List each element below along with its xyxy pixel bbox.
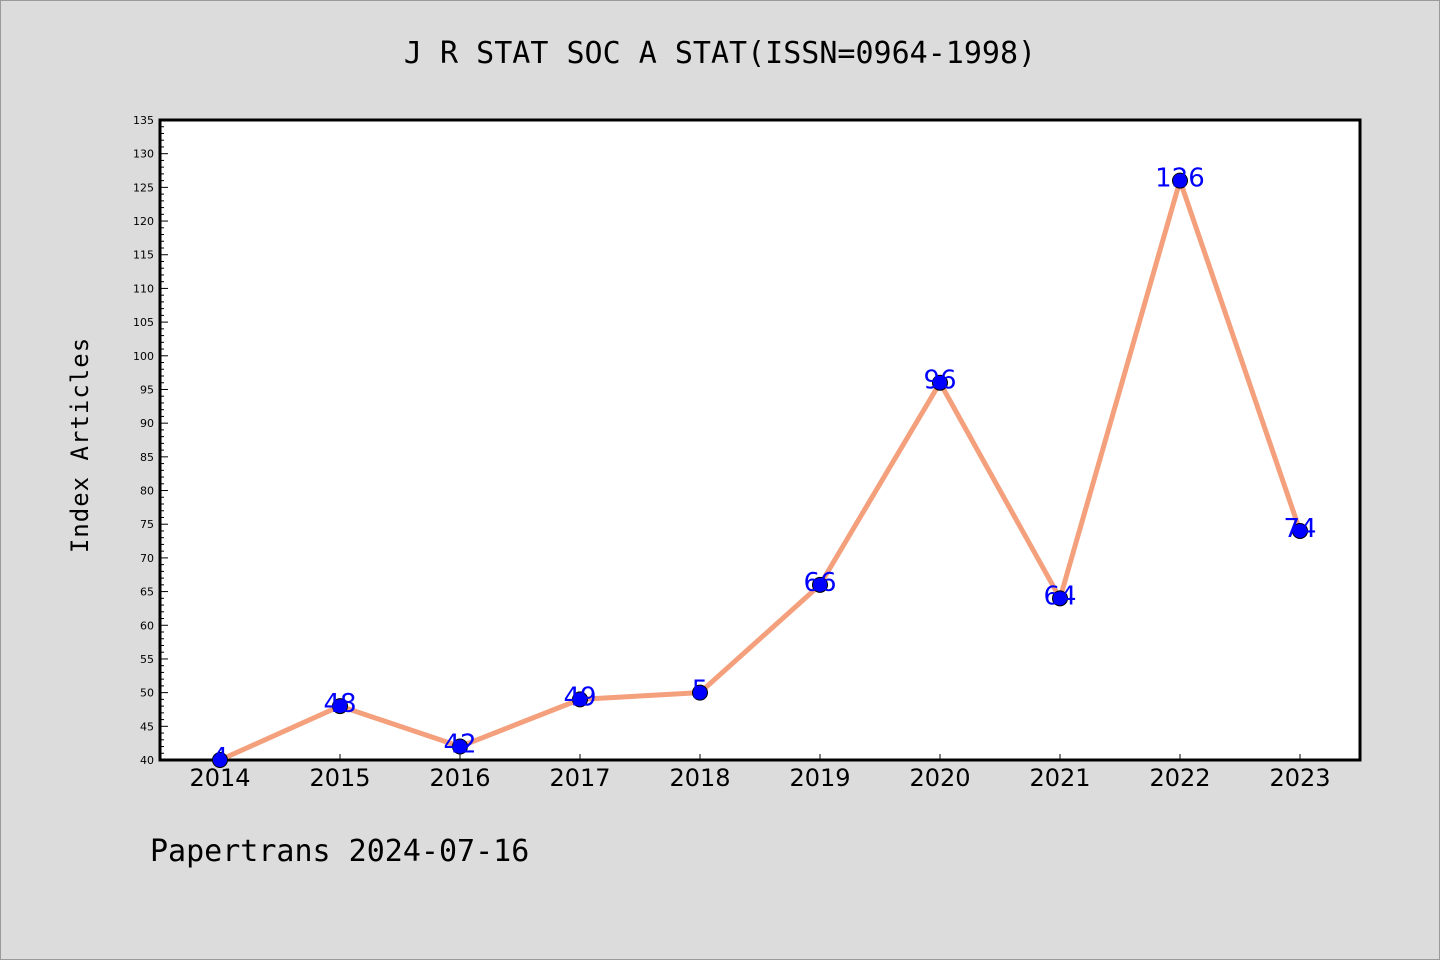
y-tick-label: 80 [140, 485, 154, 498]
y-tick-label: 85 [140, 451, 154, 464]
y-tick-label: 115 [133, 249, 154, 262]
y-tick-label: 125 [133, 181, 154, 194]
data-point [932, 374, 948, 391]
y-tick-label: 50 [140, 687, 154, 700]
x-tick-label: 2017 [549, 764, 610, 792]
y-tick-label: 100 [133, 350, 154, 363]
chart-title: J R STAT SOC A STAT(ISSN=0964-1998) [403, 36, 1037, 71]
data-label: 66 [803, 568, 836, 598]
data-label: 4 [212, 743, 229, 773]
y-tick-label: 135 [133, 114, 154, 127]
data-label: 42 [443, 730, 476, 760]
y-tick-label: 55 [140, 653, 154, 666]
data-point [1172, 172, 1188, 189]
data-point [332, 698, 348, 715]
y-tick-label: 120 [133, 215, 154, 228]
y-tick-label: 95 [140, 383, 154, 396]
y-tick-label: 65 [140, 586, 154, 599]
x-tick-label: 2023 [1269, 764, 1330, 792]
y-tick-label: 105 [133, 316, 154, 329]
x-tick-label: 2020 [909, 764, 970, 792]
y-tick-label: 45 [140, 720, 154, 733]
y-tick-label: 90 [140, 417, 154, 430]
series-line-group [217, 178, 1303, 763]
data-label: 49 [563, 682, 596, 712]
x-tick-label: 2016 [429, 764, 490, 792]
data-label: 96 [923, 366, 956, 396]
data-points [212, 172, 1308, 768]
plot-area [158, 118, 1362, 762]
series-line [217, 178, 1303, 763]
x-tick-label: 2022 [1149, 764, 1210, 792]
data-point [692, 684, 708, 701]
data-point [812, 576, 828, 593]
data-point [452, 738, 468, 755]
y-tick-label: 70 [140, 552, 154, 565]
data-label: 5 [692, 676, 709, 706]
x-tick-label: 2021 [1029, 764, 1090, 792]
footer-credit: Papertrans 2024-07-16 [150, 834, 530, 869]
x-tick-label: 2014 [189, 764, 250, 792]
x-tick-label: 2019 [789, 764, 850, 792]
data-point [212, 752, 228, 768]
y-tick-label: 110 [133, 282, 154, 295]
data-label: 48 [323, 689, 356, 719]
y-tick-label: 60 [140, 619, 154, 632]
data-label: 126 [1155, 164, 1205, 194]
data-point [572, 691, 588, 708]
y-tick-label: 75 [140, 518, 154, 531]
data-label: 74 [1283, 514, 1316, 544]
data-point [1292, 522, 1308, 539]
y-tick-label: 130 [133, 148, 154, 161]
y-axis: 40 45 50 55 60 65 70 75 80 85 90 95 100 105 110 115 120 1… [133, 114, 168, 767]
data-labels: 4 48 42 49 5 66 96 64 126 74 [212, 164, 1317, 773]
data-label: 64 [1043, 581, 1076, 611]
data-point [1052, 590, 1068, 607]
y-tick-label: 40 [140, 754, 154, 767]
x-axis: 2014 2015 2016 2017 2018 2019 2020 2021 2022 2023 [189, 754, 1331, 792]
x-tick-label: 2015 [309, 764, 370, 792]
x-tick-label: 2018 [669, 764, 730, 792]
